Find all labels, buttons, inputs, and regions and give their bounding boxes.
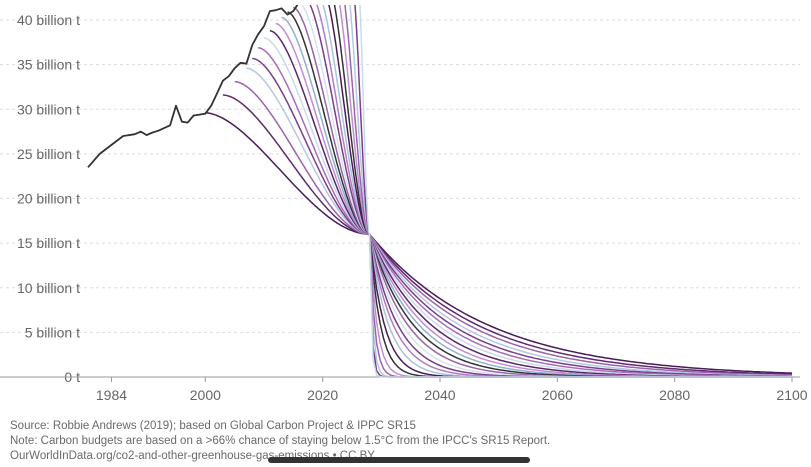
pathway-line bbox=[354, 5, 792, 378]
pathway-line bbox=[359, 5, 792, 378]
y-tick-label: 25 billion t bbox=[17, 146, 80, 162]
pathway-line bbox=[328, 5, 792, 378]
pathway-line bbox=[205, 112, 793, 374]
home-indicator[interactable] bbox=[268, 457, 530, 463]
pathway-line bbox=[349, 5, 792, 378]
pathway-line bbox=[322, 5, 792, 378]
y-tick-label: 15 billion t bbox=[17, 235, 80, 251]
pathway-line bbox=[234, 80, 793, 376]
pathway-line bbox=[339, 5, 792, 378]
x-tick-label: 2080 bbox=[659, 387, 690, 403]
pathway-line bbox=[257, 46, 792, 378]
x-tick-label: 1984 bbox=[96, 387, 127, 403]
y-tick-label: 35 billion t bbox=[17, 57, 80, 73]
x-tick-label: 2000 bbox=[190, 387, 221, 403]
plot-area bbox=[87, 5, 793, 378]
pathway-line bbox=[293, 6, 792, 378]
pathway-line bbox=[344, 5, 792, 378]
pathway-line bbox=[263, 37, 792, 378]
y-tick-label: 20 billion t bbox=[17, 191, 80, 207]
x-tick-label: 2020 bbox=[307, 387, 338, 403]
emissions-chart: 0 t5 billion t10 billion t15 billion t20… bbox=[0, 5, 808, 403]
x-tick-label: 2100 bbox=[776, 387, 807, 403]
gridlines bbox=[0, 19, 800, 333]
x-tick-label: 2060 bbox=[542, 387, 573, 403]
historical-emissions-line bbox=[87, 5, 299, 168]
y-tick-label: 40 billion t bbox=[17, 12, 80, 28]
pathway-line bbox=[252, 57, 792, 377]
pathway-line bbox=[309, 5, 792, 378]
y-tick-label: 30 billion t bbox=[17, 101, 80, 117]
pathway-line bbox=[246, 67, 793, 377]
x-tick-label: 2040 bbox=[424, 387, 455, 403]
source-text: Source: Robbie Andrews (2019); based on … bbox=[10, 420, 416, 432]
pathway-line bbox=[222, 94, 793, 376]
x-axis: 1984 2000 2020 2040 2060 2080 2100 bbox=[0, 376, 808, 403]
y-tick-label: 10 billion t bbox=[17, 280, 80, 296]
y-tick-label: 5 billion t bbox=[25, 324, 80, 340]
note-text: Note: Carbon budgets are based on a >66%… bbox=[10, 435, 551, 447]
pathway-line bbox=[333, 5, 792, 378]
chart-footer: Source: Robbie Andrews (2019); based on … bbox=[10, 419, 550, 464]
y-axis: 0 t5 billion t10 billion t15 billion t20… bbox=[17, 12, 80, 385]
